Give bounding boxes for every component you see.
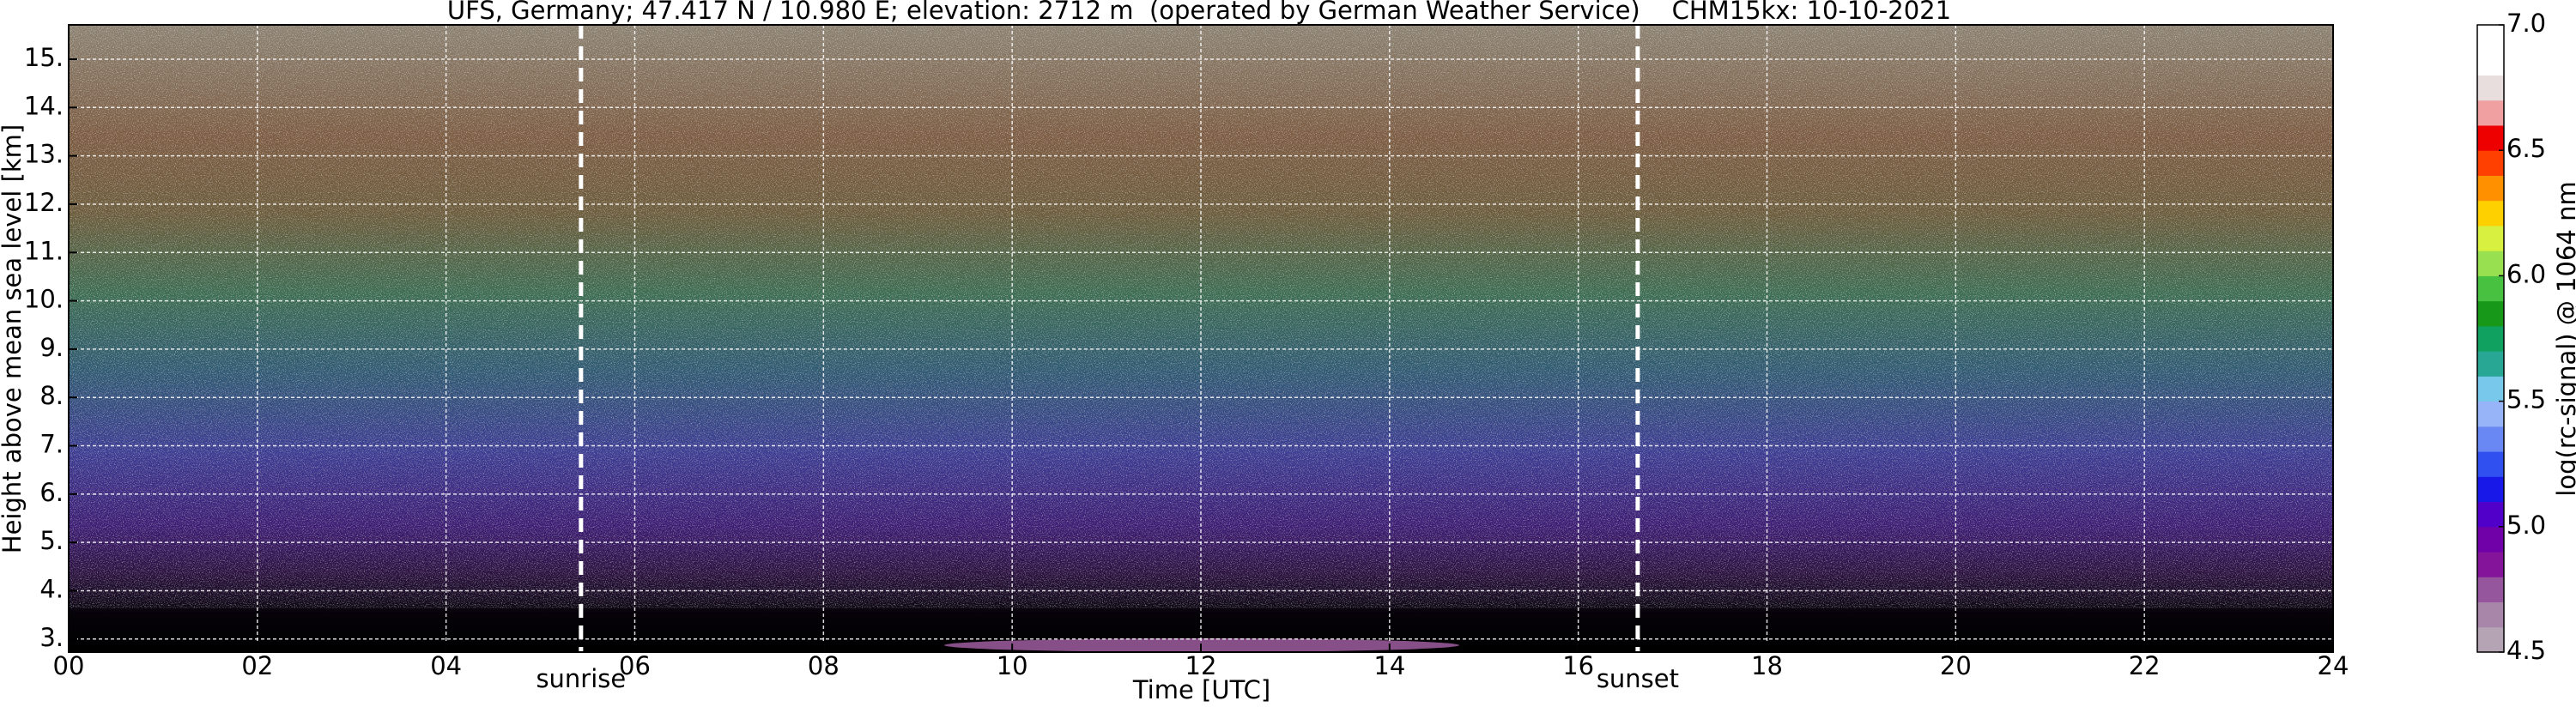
x-tick-label: 08 <box>808 651 839 680</box>
x-tick-label: 16 <box>1562 651 1594 680</box>
y-tick-label: 10. <box>24 285 64 314</box>
x-tick-label: 22 <box>2129 651 2161 680</box>
y-tick-label: 7. <box>39 430 64 459</box>
y-tick-label: 15. <box>24 43 64 72</box>
y-tick-label: 9. <box>39 333 64 362</box>
x-tick-label: 14 <box>1373 651 1405 680</box>
colorbar-bin <box>2477 451 2504 477</box>
event-label: sunset <box>1597 664 1679 693</box>
colorbar-bin <box>2477 351 2504 377</box>
colorbar-bin <box>2477 75 2504 101</box>
x-tick-label: 02 <box>241 651 273 680</box>
x-tick-label: 04 <box>430 651 462 680</box>
colorbar-bin <box>2477 251 2504 276</box>
colorbar-bin <box>2477 526 2504 553</box>
colorbar-tick-label: 6.0 <box>2506 259 2546 288</box>
x-axis-label: Time [UTC] <box>1132 675 1270 704</box>
colorbar-bin <box>2477 25 2504 51</box>
colorbar-label: log(rc-signal) @ 1064 nm <box>2552 181 2576 496</box>
x-tick-label: 00 <box>53 651 85 680</box>
y-tick-label: 11. <box>24 236 64 265</box>
colorbar-tick-label: 6.5 <box>2506 134 2546 163</box>
colorbar-bin <box>2477 376 2504 402</box>
colorbar-bin <box>2477 325 2504 352</box>
y-tick-label: 8. <box>39 381 64 410</box>
chart-title: UFS, Germany; 47.417 N / 10.980 E; eleva… <box>447 0 1951 25</box>
x-tick-label: 12 <box>1185 651 1217 680</box>
colorbar-bin <box>2477 275 2504 302</box>
y-tick-label: 12. <box>24 188 64 217</box>
x-tick-label: 20 <box>1940 651 1972 680</box>
colorbar-bin <box>2477 401 2504 427</box>
colorbar-bin <box>2477 426 2504 452</box>
colorbar-tick-label: 5.0 <box>2506 511 2546 540</box>
colorbar-bin <box>2477 150 2504 176</box>
x-tick-label: 10 <box>997 651 1028 680</box>
y-tick-label: 4. <box>39 574 64 603</box>
colorbar-bin <box>2477 300 2504 327</box>
colorbar-bin <box>2477 50 2504 76</box>
y-tick-label: 6. <box>39 478 64 507</box>
y-tick-label: 13. <box>24 140 64 169</box>
colorbar-frame <box>2476 24 2505 653</box>
colorbar-bin <box>2477 476 2504 503</box>
x-tick-label: 06 <box>619 651 651 680</box>
colorbar-bin <box>2477 175 2504 202</box>
colorbar-bin <box>2477 200 2504 227</box>
colorbar-bin <box>2477 225 2504 251</box>
colorbar-bin <box>2477 552 2504 577</box>
colorbar-tick-label: 5.5 <box>2506 385 2546 414</box>
x-tick-label: 24 <box>2318 651 2349 680</box>
y-tick-label: 5. <box>39 526 64 555</box>
event-label: sunrise <box>536 664 626 693</box>
colorbar-bin <box>2477 124 2504 151</box>
colorbar-bin <box>2477 626 2504 653</box>
y-tick-label: 14. <box>24 91 64 120</box>
x-tick-label: 18 <box>1751 651 1783 680</box>
colorbar-tick-label: 7.0 <box>2506 9 2546 38</box>
colorbar-bin <box>2477 501 2504 528</box>
y-axis-label: Height above mean sea level [km] <box>0 124 27 553</box>
colorbar-tick-label: 4.5 <box>2506 636 2546 665</box>
colorbar-bin <box>2477 100 2504 126</box>
y-tick-label: 3. <box>39 623 64 652</box>
colorbar-bin <box>2477 577 2504 603</box>
colorbar-bin <box>2477 601 2504 628</box>
plot-frame <box>68 24 2334 653</box>
